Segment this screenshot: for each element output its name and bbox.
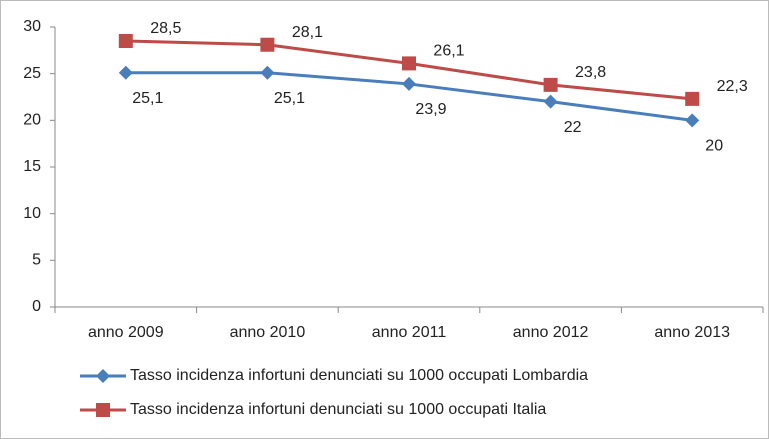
data-label: 22,3: [717, 78, 748, 95]
x-tick-label: anno 2012: [513, 324, 589, 341]
x-tick-label: anno 2010: [230, 324, 306, 341]
y-tick-label: 5: [32, 252, 41, 269]
data-label: 28,1: [292, 24, 323, 41]
marker: [402, 56, 416, 71]
data-label: 26,1: [433, 43, 464, 60]
legend-label: Tasso incidenza infortuni denunciati su …: [130, 401, 546, 418]
data-label: 28,5: [150, 20, 181, 37]
data-label: 20: [705, 138, 723, 155]
x-tick-label: anno 2009: [88, 324, 164, 341]
marker: [260, 37, 275, 52]
marker: [118, 34, 133, 48]
marker: [685, 91, 700, 106]
y-tick-label: 0: [32, 298, 41, 315]
data-label: 25,1: [132, 90, 163, 107]
legend-label: Tasso incidenza infortuni denunciati su …: [130, 367, 588, 384]
marker: [543, 94, 558, 109]
data-label: 23,8: [575, 64, 606, 81]
data-label: 23,9: [415, 101, 446, 118]
marker: [118, 65, 133, 80]
x-tick-label: anno 2011: [372, 324, 447, 341]
y-tick-label: 30: [23, 18, 41, 35]
marker: [96, 403, 110, 417]
data-label: 25,1: [274, 90, 305, 107]
y-tick-label: 20: [23, 112, 41, 129]
marker: [402, 76, 416, 91]
y-tick-label: 10: [23, 205, 41, 222]
marker: [685, 113, 700, 128]
marker: [260, 65, 275, 80]
marker: [543, 77, 558, 92]
marker: [96, 369, 110, 383]
y-tick-label: 25: [23, 65, 41, 82]
x-tick-label: anno 2013: [654, 324, 730, 341]
y-tick-label: 15: [23, 158, 41, 175]
data-label: 22: [564, 119, 582, 136]
